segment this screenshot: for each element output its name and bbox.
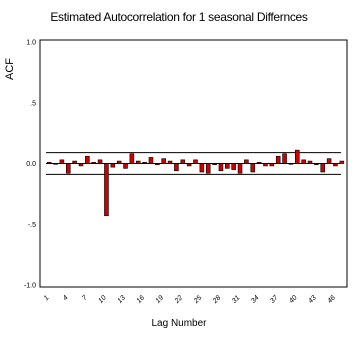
acf-bar (104, 163, 109, 217)
acf-bar (161, 158, 166, 164)
x-tick-label: 43 (307, 294, 318, 305)
acf-bar (123, 163, 128, 169)
acf-bar (282, 153, 287, 164)
y-ticks: 1.0 .5 0.0 -.5 -1.0 (24, 40, 36, 290)
y-tick-label: -1.0 (24, 283, 36, 290)
acf-bar (110, 163, 116, 168)
acf-bar (250, 163, 256, 173)
acf-bar (237, 163, 243, 174)
acf-bar (65, 163, 71, 174)
x-tick-label: 46 (326, 294, 337, 305)
x-tick-label: 13 (116, 294, 127, 305)
x-tick-label: 19 (155, 294, 166, 305)
confidence-limits (46, 152, 341, 175)
x-axis-label: Lag Number (151, 318, 207, 329)
acf-bar (244, 159, 249, 164)
x-tick-label: 22 (173, 294, 184, 305)
x-tick-label: 1 (43, 294, 51, 302)
y-tick-label: -.5 (28, 222, 36, 229)
acf-bar (174, 163, 179, 172)
x-ticks: 1 4 7 10 13 16 19 22 25 28 31 34 37 40 43 46 (43, 294, 337, 306)
acf-bar (295, 149, 300, 164)
y-tick-label: 1.0 (26, 40, 36, 47)
x-tick-label: 4 (62, 294, 70, 302)
acf-bar (218, 163, 224, 172)
acf-bar (193, 159, 198, 164)
y-tick-label: 0.0 (26, 161, 36, 168)
acf-bar (180, 159, 186, 164)
acf-bar (225, 163, 230, 169)
x-tick-label: 10 (97, 294, 108, 305)
acf-bar (129, 153, 135, 164)
x-tick-label: 31 (231, 294, 242, 305)
acf-bar (97, 159, 103, 164)
acf-bars (46, 149, 345, 217)
acf-bar (59, 159, 65, 164)
chart-title: Estimated Autocorrelation for 1 seasonal… (50, 10, 308, 24)
acf-bar (85, 155, 90, 164)
acf-bar (301, 159, 306, 164)
acf-bar (231, 163, 236, 170)
plot-frame (39, 39, 348, 288)
x-tick-label: 28 (211, 294, 222, 305)
acf-bar (199, 163, 205, 173)
x-tick-label: 37 (269, 294, 280, 305)
acf-bar (326, 158, 332, 164)
acf-bar (339, 160, 345, 164)
x-tick-label: 40 (288, 294, 299, 305)
x-tick-label: 7 (81, 294, 89, 302)
x-tick-label: 34 (250, 294, 261, 305)
acf-bar (205, 163, 211, 174)
acf-bar (320, 163, 326, 173)
x-tick-label: 25 (192, 294, 203, 305)
x-tick-label: 16 (136, 294, 147, 305)
y-tick-label: .5 (30, 100, 36, 107)
acf-bar (148, 157, 154, 164)
acf-bar (275, 155, 281, 164)
